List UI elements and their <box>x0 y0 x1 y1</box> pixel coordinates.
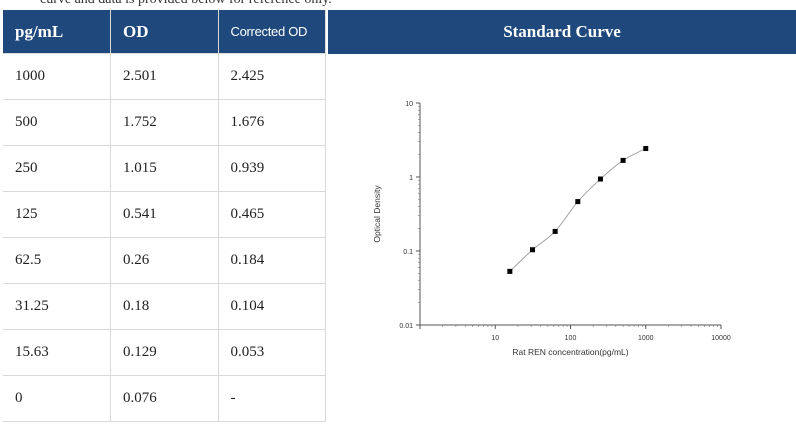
cell-corrected-od: 0.053 <box>217 329 326 376</box>
table-row: 31.25 0.18 0.104 <box>3 283 326 330</box>
y-tick-label: 1 <box>409 175 413 182</box>
chart-svg: 0.01 0.1 1 10 10 100 1000 10000 Rat REN concentr… <box>372 101 731 357</box>
cell-corrected-od: 1.676 <box>217 99 326 146</box>
standard-curve-header: Standard Curve <box>328 10 796 54</box>
cell-corrected-od: 0.104 <box>217 283 326 330</box>
table-row: 500 1.752 1.676 <box>3 99 326 146</box>
data-point <box>597 176 603 182</box>
standard-data-table: pg/mL OD Corrected OD 1000 2.501 2.425 500 1… <box>3 10 326 422</box>
table-row: 250 1.015 0.939 <box>3 145 326 192</box>
cell-od: 0.18 <box>110 283 219 330</box>
cell-corrected-od: 0.939 <box>217 145 326 192</box>
header-concentration: pg/mL <box>3 10 111 54</box>
y-tick-label: 10 <box>405 101 413 108</box>
standard-curve-chart: 0.01 0.1 1 10 10 100 1000 10000 Rat REN concentr… <box>328 55 796 429</box>
cell-concentration: 250 <box>3 145 111 192</box>
x-tick-label: 100 <box>565 335 577 342</box>
data-point <box>507 268 513 274</box>
cell-od: 1.015 <box>110 145 219 192</box>
data-point <box>529 247 535 253</box>
data-point <box>643 146 649 152</box>
cell-concentration: 15.63 <box>3 329 111 376</box>
cell-od: 0.129 <box>110 329 219 376</box>
x-tick-label: 1000 <box>638 335 654 342</box>
header-corrected-od: Corrected OD <box>218 10 326 54</box>
y-axis-label: Optical Density <box>372 185 382 243</box>
cell-corrected-od: - <box>217 375 326 422</box>
data-point <box>620 157 626 163</box>
cell-concentration: 0 <box>3 375 111 422</box>
table-row: 125 0.541 0.465 <box>3 191 326 238</box>
x-tick-label: 10 <box>491 335 499 342</box>
header-od: OD <box>110 10 219 54</box>
cell-concentration: 1000 <box>3 53 111 100</box>
cell-corrected-od: 0.465 <box>217 191 326 238</box>
data-point <box>552 228 558 234</box>
cell-concentration: 500 <box>3 99 111 146</box>
cell-od: 2.501 <box>110 53 219 100</box>
table-row: 62.5 0.26 0.184 <box>3 237 326 284</box>
x-axis-label: Rat REN concentration(pg/mL) <box>512 347 628 357</box>
cell-od: 0.076 <box>110 375 219 422</box>
data-point <box>575 199 581 205</box>
fit-curve-line <box>509 148 646 272</box>
cell-corrected-od: 0.184 <box>217 237 326 284</box>
cell-corrected-od: 2.425 <box>217 53 326 100</box>
cell-concentration: 125 <box>3 191 111 238</box>
cell-od: 0.541 <box>110 191 219 238</box>
table-body: 1000 2.501 2.425 500 1.752 1.676 250 1.015 0.939… <box>3 53 326 422</box>
table-header-row: pg/mL OD Corrected OD <box>3 10 326 54</box>
table-row: 15.63 0.129 0.053 <box>3 329 326 376</box>
cell-od: 1.752 <box>110 99 219 146</box>
cell-od: 0.26 <box>110 237 219 284</box>
caption-text: curve and data is provided below for ref… <box>40 0 332 8</box>
y-tick-label: 0.01 <box>399 323 413 330</box>
cell-concentration: 62.5 <box>3 237 111 284</box>
cell-concentration: 31.25 <box>3 283 111 330</box>
table-row: 0 0.076- <box>3 375 326 422</box>
x-tick-label: 10000 <box>711 335 731 342</box>
y-tick-label: 0.1 <box>403 249 413 256</box>
table-row: 1000 2.501 2.425 <box>3 53 326 100</box>
